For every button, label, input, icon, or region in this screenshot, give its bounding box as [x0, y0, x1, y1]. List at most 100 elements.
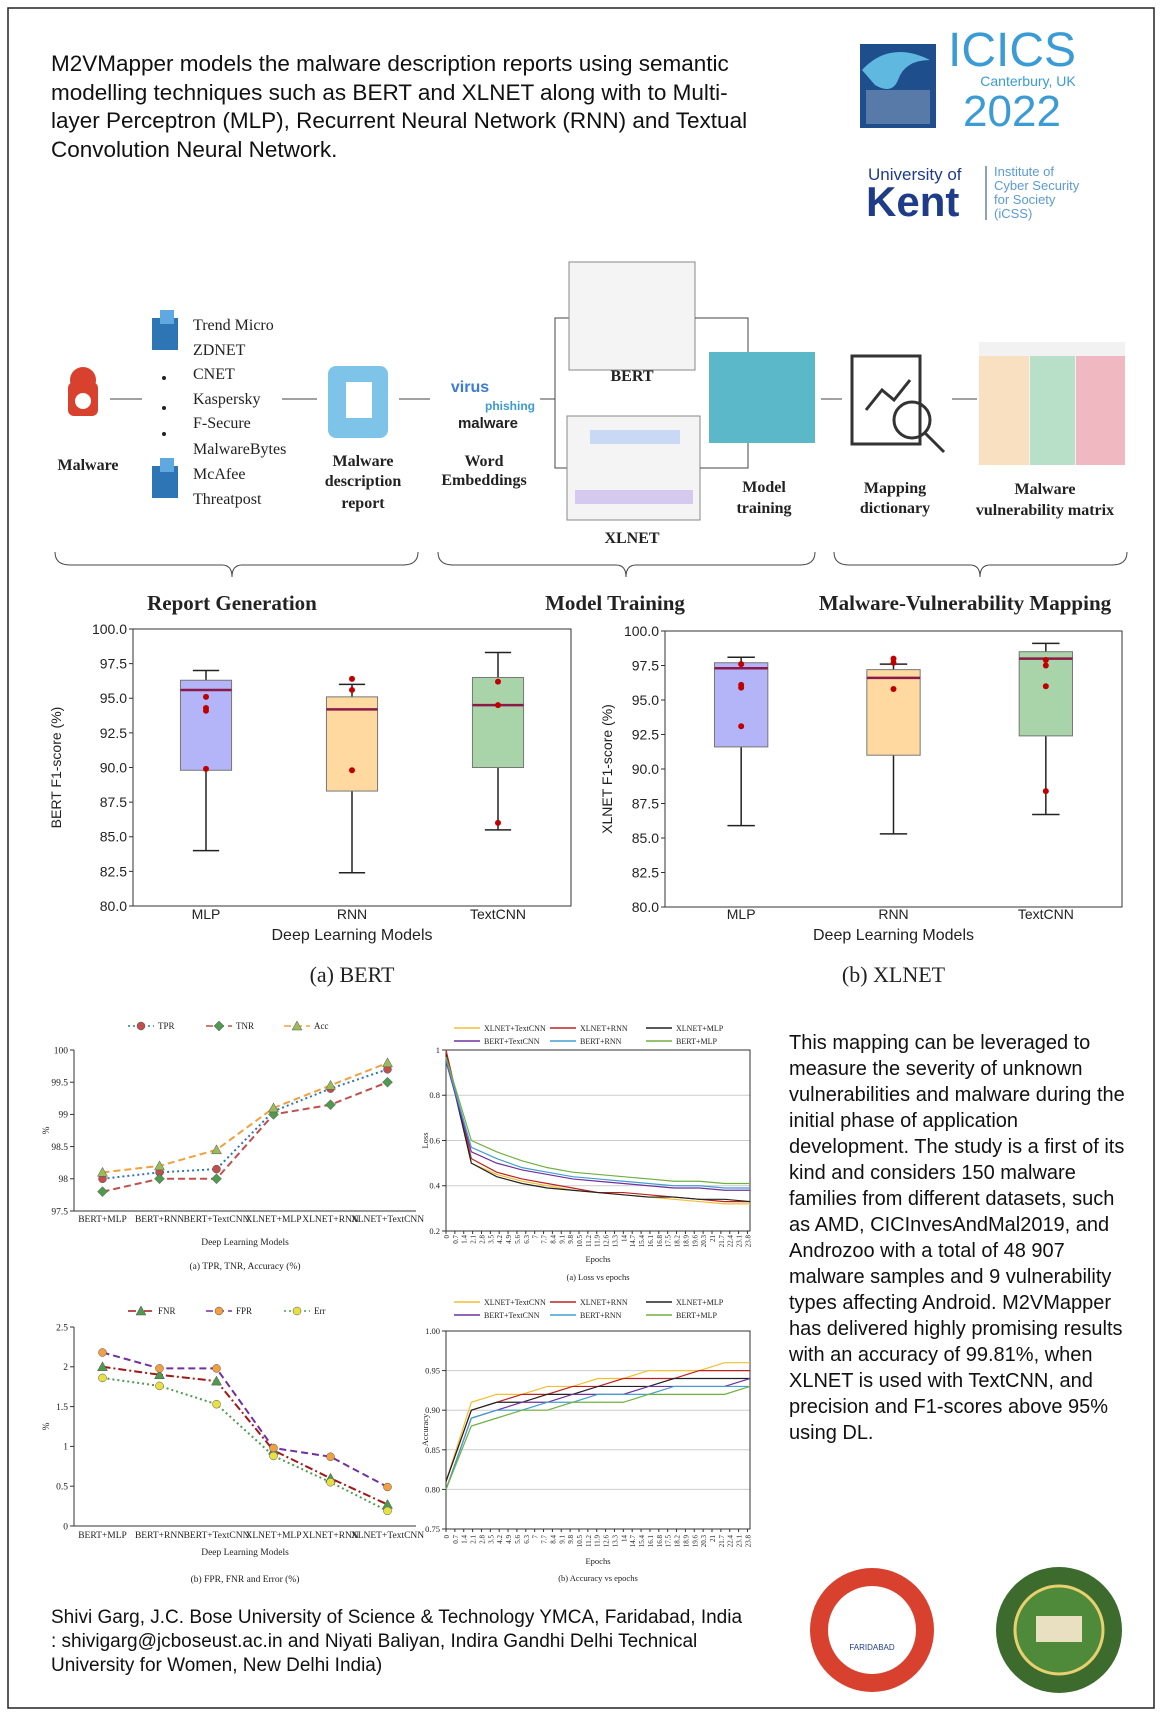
x-tick-label: 5.6: [514, 1235, 522, 1244]
legend-label: TPR: [158, 1021, 175, 1031]
point: [203, 694, 209, 700]
point: [1043, 788, 1049, 794]
y-tick-label: 0.2: [429, 1226, 440, 1236]
x-tick-label: 20.3: [700, 1235, 708, 1248]
icics-year: 2022: [963, 87, 1061, 136]
x-axis-label: Deep Learning Models: [272, 927, 433, 944]
y-tick-label: 85.0: [632, 830, 659, 846]
y-tick-label: 87.5: [632, 795, 659, 811]
y-tick-label: 1.5: [56, 1403, 68, 1413]
y-tick-label: 92.5: [632, 726, 659, 742]
y-tick-label: 0.75: [425, 1524, 440, 1534]
x-tick-label: 16.8: [656, 1235, 664, 1248]
x-tick-label: 9.8: [567, 1535, 575, 1544]
point: [738, 661, 744, 667]
point: [891, 660, 897, 666]
series-line: [446, 1386, 750, 1489]
point: [349, 687, 355, 693]
authors: Shivi Garg, J.C. Bose University of Scie…: [51, 1606, 751, 1678]
x-tick-label: 6.3: [523, 1235, 531, 1244]
point: [495, 702, 501, 708]
marker: [99, 1374, 107, 1382]
point: [349, 676, 355, 682]
y-axis-label: %: [42, 1422, 52, 1430]
series-line: [446, 1363, 750, 1482]
caption: (a) TPR, TNR, Accuracy (%): [190, 1261, 301, 1272]
x-tick-label: 18.9: [682, 1235, 690, 1248]
box: [326, 697, 377, 791]
x-tick-label: 11.2: [585, 1235, 593, 1247]
x-tick-label: TextCNN: [1018, 906, 1074, 922]
embeddings-label: Embeddings: [441, 472, 526, 489]
x-tick-label: 12.6: [603, 1235, 611, 1248]
x-tick-label: 14: [620, 1535, 628, 1543]
malware-label: Malware: [57, 457, 118, 474]
x-tick-label: XLNET+MLP: [245, 1215, 301, 1225]
marker: [98, 1187, 108, 1197]
x-tick-label: 17.5: [665, 1535, 673, 1548]
x-tick-label: 7.7: [541, 1235, 549, 1244]
y-tick-label: 85.0: [100, 829, 127, 845]
caption: (b) Accuracy vs epochs: [558, 1573, 638, 1583]
legend-label: BERT+MLP: [676, 1311, 717, 1320]
kent-institute: Institute of: [994, 164, 1054, 179]
y-tick-label: 97.5: [100, 656, 127, 672]
marker: [212, 1174, 222, 1184]
x-tick-label: 3.5: [487, 1235, 495, 1244]
y-tick-label: 0.80: [425, 1484, 440, 1494]
cloud-word: virus: [451, 379, 489, 396]
x-tick-label: 22.4: [727, 1235, 735, 1248]
marker: [384, 1483, 392, 1491]
x-tick-label: 23.8: [744, 1535, 752, 1548]
x-axis-label: Deep Learning Models: [201, 1238, 289, 1248]
marker: [384, 1507, 392, 1515]
source: Threatpost: [193, 491, 262, 508]
caption: (b) XLNET: [842, 962, 946, 987]
training-label: Model: [742, 479, 786, 496]
series-line: [446, 1057, 750, 1184]
x-tick-label: 2.1: [470, 1235, 478, 1244]
legend-label: FNR: [158, 1306, 176, 1316]
y-tick-label: 97.5: [51, 1207, 68, 1217]
x-tick-label: RNN: [878, 906, 908, 922]
y-tick-label: 2: [63, 1363, 68, 1373]
y-tick-label: 1: [436, 1045, 440, 1055]
marker: [383, 1058, 393, 1067]
x-tick-label: BERT+MLP: [78, 1215, 127, 1225]
marker: [383, 1077, 393, 1087]
matrix-label: Malware: [1014, 481, 1075, 498]
x-tick-label: 4.9: [505, 1535, 513, 1544]
x-tick-label: XLNET+TextCNN: [351, 1215, 424, 1225]
point: [1043, 657, 1049, 663]
kent-logo: University of Kent Institute of Cyber Se…: [866, 164, 1080, 225]
x-tick-label: 9.8: [567, 1235, 575, 1244]
igdtuw-logo: [996, 1567, 1122, 1693]
x-tick-label: 15.4: [638, 1235, 646, 1248]
brace: [438, 552, 815, 577]
x-tick-label: 23.8: [744, 1235, 752, 1248]
x-tick-label: MLP: [192, 906, 221, 922]
series-line: [103, 1069, 388, 1178]
jcbose-logo: FARIDABAD HARYANA: [810, 1568, 934, 1692]
point: [738, 685, 744, 691]
legend-label: BERT+RNN: [580, 1311, 622, 1320]
x-tick-label: 14.7: [629, 1535, 637, 1548]
xlnet-image: [590, 430, 680, 444]
y-tick-label: 100.0: [624, 623, 659, 639]
y-tick-label: 98.5: [51, 1143, 68, 1153]
x-tick-label: 9.1: [558, 1235, 566, 1244]
legend-label: XLNET+TextCNN: [484, 1024, 546, 1033]
x-tick-label: 4.9: [505, 1235, 513, 1244]
x-tick-label: 18.2: [674, 1535, 682, 1548]
marker: [327, 1453, 335, 1461]
x-tick-label: 4.2: [496, 1235, 504, 1244]
series-line: [103, 1063, 388, 1172]
series-line: [446, 1371, 750, 1482]
marker: [213, 1364, 221, 1372]
y-tick-label: 99: [59, 1111, 69, 1121]
marker: [156, 1382, 164, 1390]
x-tick-label: 3.5: [487, 1535, 495, 1544]
x-tick-label: 8.4: [549, 1535, 557, 1544]
legend-label: Acc: [314, 1021, 329, 1031]
legend-marker: [293, 1307, 301, 1315]
